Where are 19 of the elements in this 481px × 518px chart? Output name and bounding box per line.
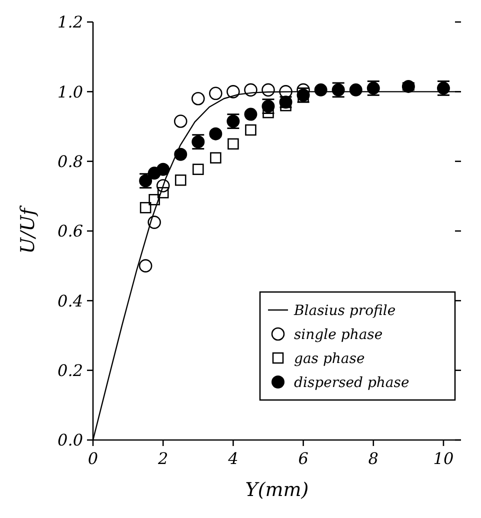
- x-tick-label: 2: [157, 449, 168, 468]
- legend-label: gas phase: [294, 350, 365, 367]
- legend-label: Blasius profile: [293, 302, 396, 319]
- y-axis-title: U/Uf: [17, 205, 39, 254]
- x-tick-label: 10: [433, 449, 454, 468]
- y-tick-label: 0.2: [58, 360, 83, 380]
- x-axis-title: Y(mm): [245, 479, 309, 501]
- y-tick-label: 0.8: [58, 152, 83, 171]
- y-tick-label: 0.6: [58, 222, 83, 241]
- y-tick-label: 0.0: [58, 430, 83, 450]
- legend-label: dispersed phase: [294, 374, 410, 391]
- x-tick-label: 0: [88, 449, 98, 468]
- y-tick-label: 1.2: [58, 12, 83, 32]
- y-tick-label: 0.4: [58, 291, 83, 310]
- x-tick-label: 8: [368, 449, 378, 468]
- y-tick-label: 1.0: [58, 82, 83, 102]
- x-tick-label: 4: [227, 449, 238, 468]
- x-tick-label: 6: [298, 449, 308, 468]
- legend-label: single phase: [294, 326, 383, 343]
